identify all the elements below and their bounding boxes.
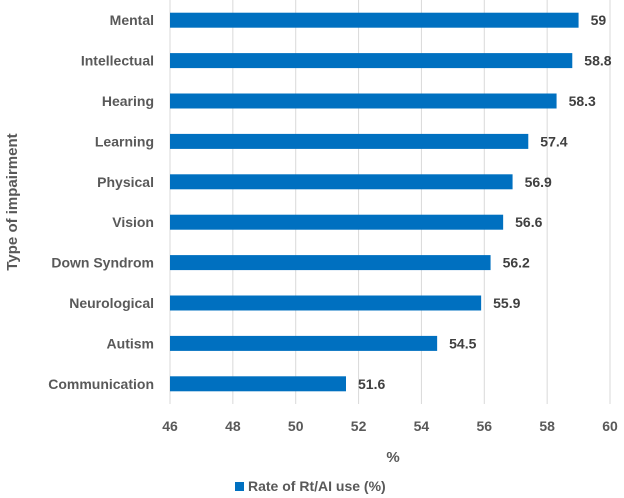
category-label: Communication <box>48 376 154 392</box>
bar-intellectual <box>170 53 573 69</box>
legend-label: Rate of Rt/AI use (%) <box>248 478 386 494</box>
y-axis-title: Type of impairment <box>4 133 21 270</box>
value-label: 58.8 <box>584 53 611 69</box>
bar-autism <box>170 335 438 351</box>
category-label: Mental <box>110 12 154 28</box>
value-label: 58.3 <box>569 93 596 109</box>
bar-communication <box>170 376 346 392</box>
x-tick-label: 58 <box>539 418 555 434</box>
bar-vision <box>170 214 504 230</box>
x-tick-label: 56 <box>476 418 492 434</box>
value-label: 56.9 <box>525 174 552 190</box>
value-label: 55.9 <box>493 295 520 311</box>
legend-swatch <box>235 482 244 491</box>
x-tick-labels: 46 48 50 52 54 56 58 60 <box>162 418 618 434</box>
bar-mental <box>170 12 579 28</box>
bar-hearing <box>170 93 557 109</box>
value-label: 54.5 <box>449 335 476 351</box>
category-label: Down Syndrom <box>51 255 154 271</box>
x-tick-label: 52 <box>351 418 367 434</box>
bar-down-syndrom <box>170 255 491 271</box>
x-tick-label: 48 <box>225 418 241 434</box>
bar-neurological <box>170 295 482 311</box>
value-label: 51.6 <box>358 376 385 392</box>
category-label: Vision <box>112 214 154 230</box>
category-label: Intellectual <box>81 53 154 69</box>
value-label: 57.4 <box>540 133 567 149</box>
category-labels: Mental Intellectual Hearing Learning Physica… <box>48 12 154 392</box>
bars <box>170 12 579 392</box>
x-tick-label: 60 <box>602 418 618 434</box>
category-label: Physical <box>97 174 154 190</box>
value-label: 56.6 <box>515 214 542 230</box>
category-label: Hearing <box>102 93 154 109</box>
x-tick-label: 50 <box>288 418 304 434</box>
value-label: 59 <box>591 12 607 28</box>
value-label: 56.2 <box>503 255 530 271</box>
x-axis-title: % <box>386 449 399 466</box>
bar-physical <box>170 174 513 190</box>
category-label: Autism <box>107 335 154 351</box>
category-label: Neurological <box>69 295 154 311</box>
value-labels: 59 58.8 58.3 57.4 56.9 56.6 56.2 55.9 54.5 51.6 <box>358 12 612 392</box>
x-tick-label: 46 <box>162 418 178 434</box>
x-tick-label: 54 <box>414 418 430 434</box>
legend: Rate of Rt/AI use (%) <box>235 478 386 494</box>
bar-learning <box>170 133 529 149</box>
category-label: Learning <box>95 133 154 149</box>
